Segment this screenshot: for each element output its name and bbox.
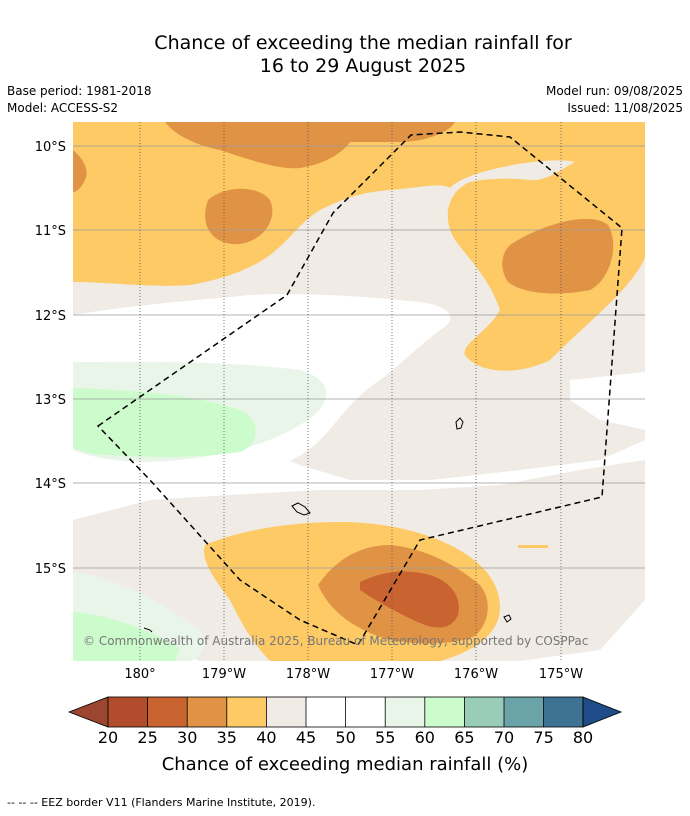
- colorbar-tick-40: 40: [256, 728, 276, 747]
- colorbar-bin-40-45: [266, 697, 306, 727]
- lat-label-15s: 15°S: [35, 562, 66, 577]
- colorbar-bin-60-65: [424, 697, 465, 727]
- colorbar: [67, 696, 623, 728]
- lon-label-178w: 178°W: [286, 667, 330, 682]
- colorbar-tick-45: 45: [296, 728, 316, 747]
- lat-label-14s: 14°S: [35, 477, 66, 492]
- colorbar-tick-35: 35: [217, 728, 237, 747]
- colorbar-bin-25-30: [147, 697, 188, 727]
- contour-30-35-north-a: [165, 122, 455, 169]
- colorbar-bin-20-25: [108, 697, 148, 727]
- contour-30-35-north-b: [73, 150, 87, 192]
- colorbar-tick-20: 20: [98, 728, 118, 747]
- island-a: [455, 417, 464, 430]
- model-name: Model: ACCESS-S2: [7, 101, 119, 115]
- colorbar-label: Chance of exceeding median rainfall (%): [161, 754, 529, 775]
- lat-label-11s: 11°S: [35, 224, 66, 239]
- colorbar-tick-30: 30: [177, 728, 197, 747]
- lon-label-176w: 176°W: [454, 667, 498, 682]
- base-period: Base period: 1981-2018: [7, 84, 152, 98]
- map-fill: © Commonwealth of Australia 2025, Bureau…: [73, 122, 645, 661]
- colorbar-bin-55-60: [385, 697, 425, 727]
- lat-label-13s: 13°S: [35, 393, 66, 408]
- colorbar-tick-55: 55: [375, 728, 395, 747]
- contour-35-40-north: [73, 122, 645, 371]
- colorbar-bin-70-75: [504, 697, 544, 727]
- eez-legend-note: -- -- -- EEZ border V11 (Flanders Marine…: [7, 796, 316, 809]
- colorbar-bin-75-80: [543, 697, 584, 727]
- colorbar-tick-25: 25: [137, 728, 157, 747]
- lon-label-177w: 177°W: [370, 667, 414, 682]
- island-d: [143, 627, 153, 633]
- contour-30-35-east: [502, 218, 614, 294]
- colorbar-under-arrow: [67, 696, 109, 728]
- colorbar-tick-50: 50: [335, 728, 355, 747]
- colorbar-dividers: [147, 697, 544, 727]
- colorbar-tick-80: 80: [573, 728, 593, 747]
- lon-label-175w: 175°W: [539, 667, 583, 682]
- contour-60-65-southwest: [73, 612, 180, 661]
- model-run: Model run: 09/08/2025: [545, 84, 683, 98]
- island-b: [291, 502, 311, 516]
- colorbar-bin-30-35: [187, 697, 227, 727]
- colorbar-tick-60: 60: [415, 728, 435, 747]
- lon-label-179w: 179°W: [202, 667, 246, 682]
- contour-feature-east-strip: [518, 545, 548, 548]
- contour-60-65-west: [73, 388, 256, 457]
- chart-title-line1: Chance of exceeding the median rainfall …: [154, 32, 572, 54]
- contour-45-55-east: [570, 372, 645, 430]
- colorbar-tick-75: 75: [533, 728, 553, 747]
- colorbar-over-arrow: [582, 696, 623, 728]
- colorbar-bin-35-40: [226, 697, 267, 727]
- lon-label-180: 180°: [124, 667, 155, 682]
- colorbar-bin-45-50: [306, 697, 346, 727]
- island-c: [503, 614, 512, 623]
- copyright-note: © Commonwealth of Australia 2025, Bureau…: [83, 634, 588, 648]
- lat-label-12s: 12°S: [35, 309, 66, 324]
- issued-date: Issued: 11/08/2025: [567, 101, 683, 115]
- colorbar-tick-65: 65: [454, 728, 474, 747]
- chart-title-line2: 16 to 29 August 2025: [259, 55, 467, 77]
- eez-border: [96, 131, 623, 646]
- colorbar-bin-65-70: [464, 697, 504, 727]
- lat-gridlines: [73, 145, 645, 569]
- colorbar-bin-50-55: [345, 697, 386, 727]
- lat-label-10s: 10°S: [35, 140, 66, 155]
- contour-25-30-south: [360, 571, 459, 628]
- colorbar-tick-70: 70: [494, 728, 514, 747]
